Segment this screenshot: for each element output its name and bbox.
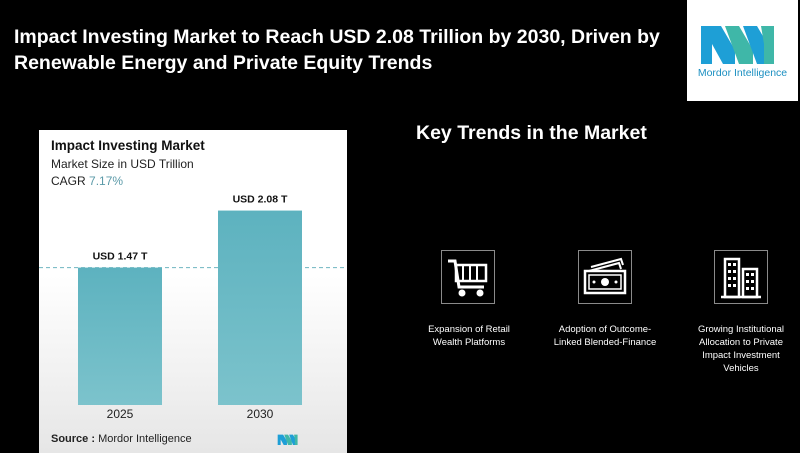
trend-icon-box-3 <box>714 250 768 304</box>
bar-2025 <box>78 267 162 405</box>
bar-2030 <box>218 210 302 405</box>
x-tick-2030: 2030 <box>247 407 274 421</box>
cagr-value: 7.17% <box>89 174 124 188</box>
chart-cagr: CAGR 7.17% <box>51 174 123 188</box>
mini-mordor-logo-icon <box>277 434 298 445</box>
cagr-label: CAGR <box>51 174 86 188</box>
banknote-icon <box>583 257 627 295</box>
mordor-logo-mark-icon <box>701 26 774 64</box>
trend-icon-box-2 <box>578 250 632 304</box>
data-label-2025: USD 1.47 T <box>93 251 148 263</box>
x-tick-2025: 2025 <box>107 407 134 421</box>
source-label: Source : <box>51 433 96 445</box>
data-label-bg-2030 <box>225 191 295 207</box>
data-label-bg-2025 <box>85 248 155 264</box>
bar-chart: USD 1.47 T 2025 USD 2.08 T 2030 <box>39 191 347 421</box>
chart-source: Source : Mordor Intelligence <box>51 433 192 445</box>
market-chart-card: USD 1.47 T 2025 USD 2.08 T 2030 Impact Inve… <box>39 130 347 453</box>
trend-label-1: Expansion of Retail Wealth Platforms <box>428 324 510 348</box>
shopping-cart-icon <box>448 259 488 297</box>
source-text: Mordor Intelligence <box>98 433 192 445</box>
data-label-2030: USD 2.08 T <box>233 194 288 206</box>
chart-title: Impact Investing Market <box>51 138 205 153</box>
trends-heading: Key Trends in the Market <box>416 122 647 144</box>
trend-icon-box-1 <box>441 250 495 304</box>
page-headline: Impact Investing Market to Reach USD 2.0… <box>14 26 660 74</box>
chart-subtitle: Market Size in USD Trillion <box>51 157 194 171</box>
trend-label-2: Adoption of Outcome-Linked Blended-Finan… <box>553 324 657 348</box>
logo-text: Mordor Intelligence <box>697 67 788 79</box>
trend-label-3: Growing Institutional Allocation to Priv… <box>697 324 785 374</box>
buildings-icon <box>721 257 761 299</box>
mordor-logo: Mordor Intelligence <box>687 0 798 101</box>
